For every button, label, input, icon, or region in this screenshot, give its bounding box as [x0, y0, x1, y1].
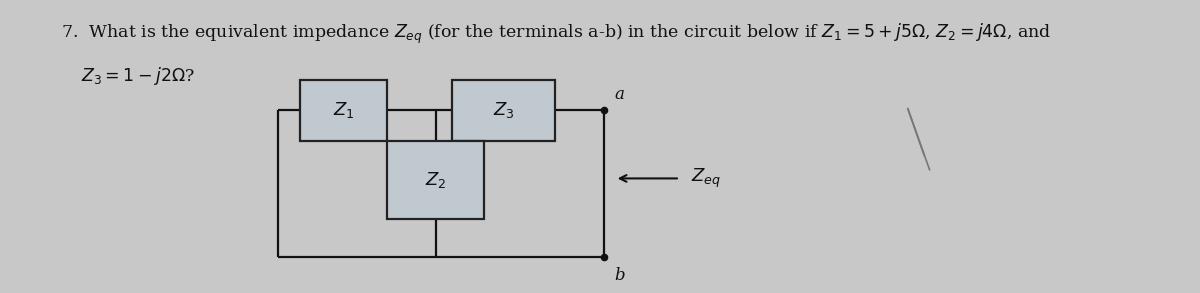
Text: $Z_1$: $Z_1$	[332, 100, 354, 120]
Text: b: b	[614, 267, 625, 284]
Text: a: a	[614, 86, 625, 103]
Text: $Z_3$: $Z_3$	[493, 100, 515, 120]
Bar	[300, 80, 386, 141]
Text: $Z_3 = 1 - j2\Omega$?: $Z_3 = 1 - j2\Omega$?	[80, 65, 194, 87]
Text: 7.  What is the equivalent impedance $Z_{eq}$ (for the terminals a-b) in the cir: 7. What is the equivalent impedance $Z_{…	[61, 22, 1051, 46]
Text: $Z_{eq}$: $Z_{eq}$	[691, 167, 721, 190]
Bar	[452, 80, 556, 141]
Bar	[386, 141, 485, 219]
Text: $Z_2$: $Z_2$	[425, 170, 446, 190]
